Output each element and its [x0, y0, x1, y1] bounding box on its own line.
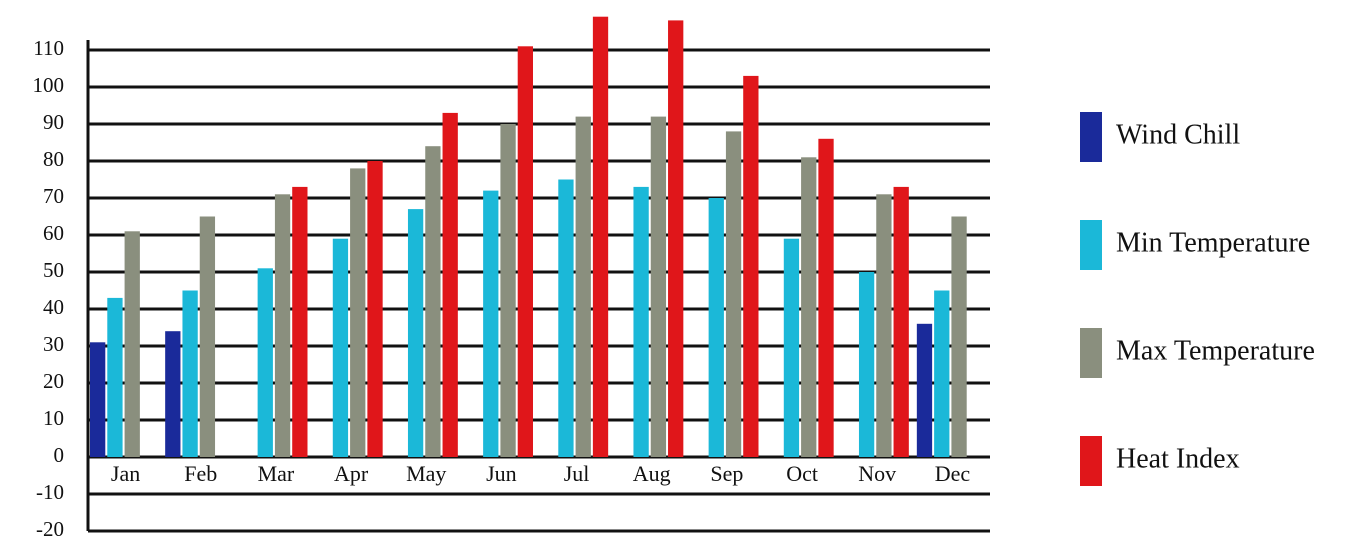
- y-tick-label: 60: [43, 221, 64, 245]
- legend-label: Heat Index: [1116, 443, 1240, 474]
- bar: [407, 209, 424, 457]
- bar: [916, 323, 933, 457]
- x-tick-label: Jul: [564, 461, 590, 486]
- legend-label: Min Temperature: [1116, 227, 1310, 258]
- x-tick-label: Jun: [486, 461, 517, 486]
- bar: [182, 290, 198, 457]
- bar: [90, 342, 106, 457]
- bar: [274, 194, 291, 458]
- y-tick-label: 50: [43, 258, 64, 282]
- y-tick-label: 80: [43, 147, 64, 171]
- x-tick-label: Apr: [334, 461, 369, 486]
- y-tick-label: 90: [43, 110, 64, 134]
- bar: [558, 179, 574, 457]
- y-tick-label: -10: [36, 480, 64, 504]
- bar: [332, 238, 349, 457]
- x-tick-label: May: [406, 461, 446, 486]
- bar: [650, 116, 667, 457]
- bar: [500, 124, 516, 457]
- y-tick-label: 70: [43, 184, 64, 208]
- bar: [592, 16, 609, 457]
- bar: [801, 157, 817, 458]
- bar: [633, 186, 649, 457]
- legend-label: Max Temperature: [1116, 335, 1315, 366]
- bar: [951, 216, 967, 457]
- bar: [725, 131, 742, 457]
- x-tick-label: Nov: [858, 461, 896, 486]
- legend-swatch: [1080, 436, 1102, 486]
- y-tick-label: 110: [33, 36, 64, 60]
- legend-swatch: [1080, 112, 1102, 162]
- bar: [668, 20, 684, 458]
- x-tick-label: Aug: [633, 461, 671, 486]
- y-tick-label: 100: [33, 73, 65, 97]
- bar: [425, 146, 441, 457]
- x-tick-label: Oct: [786, 461, 818, 486]
- bar: [350, 168, 366, 457]
- bar: [517, 46, 533, 458]
- x-tick-label: Dec: [935, 461, 971, 486]
- bar: [893, 186, 909, 457]
- bar: [858, 272, 875, 457]
- legend-label: Wind Chill: [1116, 119, 1240, 150]
- bar: [257, 268, 273, 457]
- bar: [783, 238, 800, 457]
- y-tick-label: 40: [43, 295, 64, 319]
- bar: [876, 194, 892, 458]
- legend-swatch: [1080, 220, 1102, 270]
- x-tick-label: Feb: [184, 461, 217, 486]
- x-tick-label: Jan: [111, 461, 140, 486]
- bar: [292, 186, 308, 457]
- bar: [708, 198, 724, 457]
- y-tick-label: 20: [43, 369, 64, 393]
- y-tick-label: 0: [54, 443, 65, 467]
- bar: [367, 161, 383, 457]
- bar: [124, 231, 140, 457]
- bar: [818, 138, 834, 458]
- y-tick-label: 10: [43, 406, 64, 430]
- bar: [934, 290, 950, 457]
- bar: [107, 297, 123, 457]
- y-tick-label: 30: [43, 332, 64, 356]
- bar: [575, 116, 591, 457]
- bar: [199, 216, 216, 457]
- legend-swatch: [1080, 328, 1102, 378]
- bar: [165, 331, 181, 457]
- x-tick-label: Sep: [710, 461, 743, 486]
- y-tick-label: -20: [36, 517, 64, 541]
- bar: [483, 190, 499, 457]
- x-tick-label: Mar: [258, 461, 295, 486]
- bar: [743, 75, 759, 458]
- bar: [442, 112, 458, 458]
